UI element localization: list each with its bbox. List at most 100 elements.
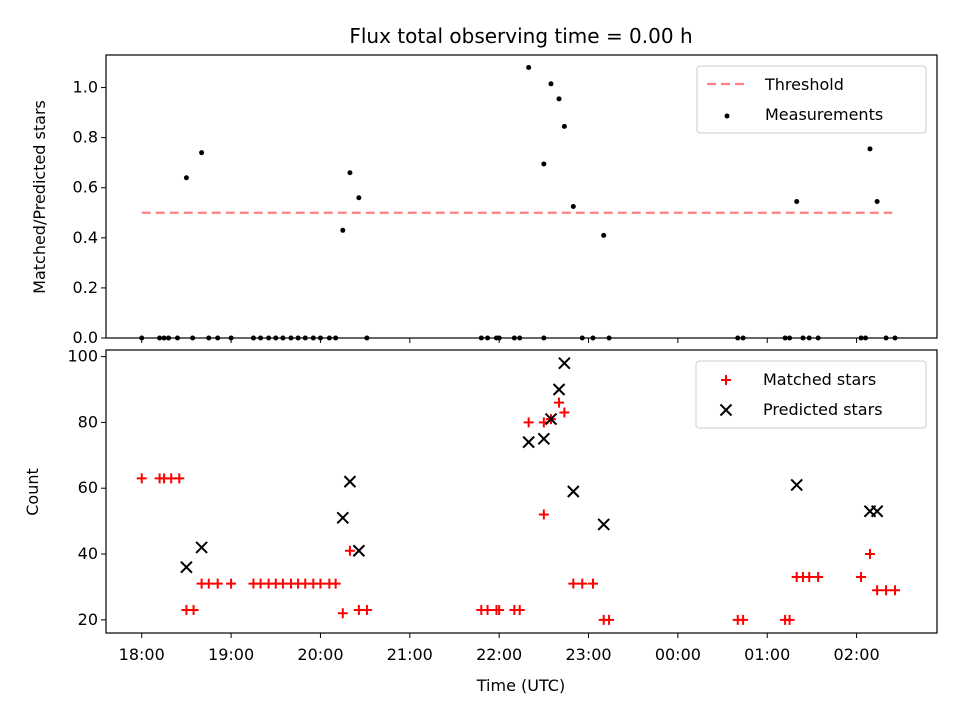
matched-star-point (330, 578, 341, 589)
measurement-point (548, 81, 554, 87)
matched-star-point (494, 604, 505, 615)
matched-star-point (738, 614, 749, 625)
bottom-legend-frame (695, 360, 927, 429)
predicted-star-point (522, 435, 535, 449)
measurement-point (601, 232, 607, 238)
bottom-axes-frame (105, 349, 938, 634)
x-tick-label: 19:00 (208, 645, 254, 664)
matched-star-point (784, 614, 795, 625)
matched-star-point (482, 604, 493, 615)
matched-star-point (337, 608, 348, 619)
y-tick-label: 1.0 (73, 78, 98, 97)
legend-predicted-swatch (719, 403, 733, 417)
predicted-star-point (790, 478, 803, 492)
y-tick-label: 0.4 (73, 228, 98, 247)
measurement-point (340, 227, 346, 233)
x-tick-label: 02:00 (834, 645, 880, 664)
predicted-star-point (537, 432, 551, 446)
legend-measurements-swatch (724, 113, 730, 119)
matched-star-point (604, 614, 615, 625)
matched-star-point (856, 572, 867, 583)
bottom-panel: 20 40 60 80 100 18:00 19:00 20:00 21:00 22:00 23:… (23, 347, 938, 695)
predicted-star-point (558, 356, 571, 370)
measurement-point (556, 96, 562, 102)
y-tick-label: 60 (78, 478, 98, 497)
x-tick-label: 18:00 (119, 645, 165, 664)
predicted-star-point (180, 560, 193, 574)
matched-star-point (226, 578, 237, 589)
matched-star-point (872, 585, 883, 596)
matched-star-point (514, 604, 525, 615)
x-axis-label: Time (UTC) (476, 676, 565, 695)
predicted-star-point (544, 412, 558, 426)
y-tick-label: 20 (78, 610, 98, 629)
y-tick-label: 100 (67, 347, 98, 366)
matched-star-point (212, 578, 223, 589)
top-legend-frame (696, 65, 927, 134)
matched-star-point (568, 578, 579, 589)
y-tick-label: 80 (78, 412, 98, 431)
y-tick-label: 0.0 (73, 328, 98, 347)
bottom-legend: Matched stars Predicted stars (695, 360, 927, 429)
top-y-axis-label: Matched/Predicted stars (30, 100, 49, 294)
bottom-y-ticks: 20 40 60 80 100 (67, 347, 106, 629)
matched-star-point (538, 509, 549, 520)
top-axes-frame (105, 54, 938, 339)
predicted-star-point (343, 475, 357, 488)
measurement-point (867, 146, 873, 152)
measurement-point (347, 170, 353, 176)
measurement-point (874, 199, 880, 205)
matched-star-point (174, 473, 185, 484)
matched-star-point (587, 578, 598, 589)
matched-star-point (136, 473, 147, 484)
legend-predicted-label: Predicted stars (763, 400, 883, 419)
predicted-star-point (352, 544, 366, 557)
predicted-star-point (597, 518, 610, 531)
matched-star-point (554, 397, 565, 408)
predicted-star-point (336, 511, 349, 525)
y-tick-label: 0.8 (73, 128, 98, 147)
measurement-point (356, 195, 362, 201)
matched-star-point (804, 572, 815, 583)
chart-title: Flux total observing time = 0.00 h (349, 24, 692, 48)
bottom-y-axis-label: Count (23, 468, 42, 516)
x-tick-label: 22:00 (476, 645, 522, 664)
top-y-ticks: 0.0 0.2 0.4 0.6 0.8 1.0 (73, 78, 106, 347)
matched-star-point (361, 604, 372, 615)
matched-star-point (864, 549, 875, 560)
x-tick-label: 23:00 (565, 645, 611, 664)
y-tick-label: 0.2 (73, 278, 98, 297)
matched-star-point (813, 572, 824, 583)
y-tick-label: 0.6 (73, 178, 98, 197)
matched-star-point (344, 545, 355, 556)
x-tick-label: 01:00 (744, 645, 790, 664)
predicted-stars-points (180, 356, 884, 574)
top-legend: Threshold Measurements (696, 65, 927, 134)
measurement-point (561, 123, 567, 129)
predicted-star-point (870, 505, 884, 518)
measurement-point (183, 175, 189, 181)
measurement-point (794, 199, 800, 205)
measurement-point (570, 204, 576, 210)
matched-star-point (559, 407, 570, 418)
legend-matched-swatch (721, 375, 731, 385)
matched-star-point (523, 417, 534, 428)
predicted-star-point (567, 485, 580, 498)
legend-plus-marker (721, 375, 731, 385)
measurement-point (526, 65, 532, 71)
matched-star-point (881, 585, 892, 596)
matched-star-point (577, 578, 588, 589)
matched-star-point (188, 604, 199, 615)
x-tick-label: 00:00 (655, 645, 701, 664)
predicted-star-point (195, 541, 208, 554)
x-tick-label: 21:00 (387, 645, 433, 664)
legend-x-marker (719, 403, 733, 417)
matched-star-point (315, 578, 326, 589)
measurement-point (541, 161, 547, 167)
bottom-x-ticks: 18:00 19:00 20:00 21:00 22:00 23:00 00:00 01:00… (119, 633, 880, 664)
top-panel: 0.0 0.2 0.4 0.6 0.8 1.0 Matched/Predicted sta… (30, 54, 938, 347)
y-tick-label: 40 (78, 544, 98, 563)
matched-star-point (203, 578, 214, 589)
predicted-star-point (552, 383, 566, 396)
